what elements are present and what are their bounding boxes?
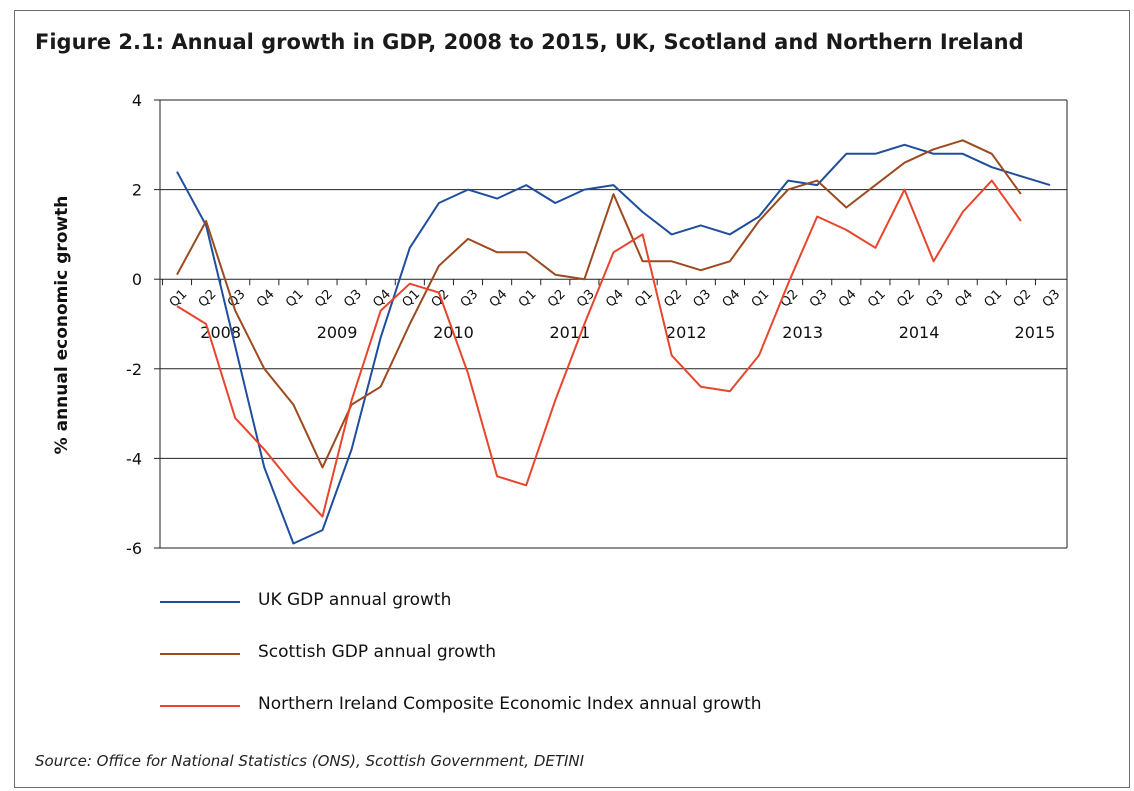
x-year-label: 2014 bbox=[899, 323, 940, 342]
x-tick-label: Q2 bbox=[196, 287, 220, 311]
figure-title: Figure 2.1: Annual growth in GDP, 2008 t… bbox=[35, 30, 1024, 54]
x-tick-label: Q1 bbox=[749, 287, 773, 311]
x-tick-label: Q2 bbox=[894, 287, 918, 311]
y-tick-label: 2 bbox=[132, 181, 142, 200]
x-tick-label: Q3 bbox=[690, 287, 714, 311]
x-tick-label: Q2 bbox=[661, 287, 685, 311]
series-line-1 bbox=[176, 139, 1022, 469]
y-tick-label: -6 bbox=[126, 539, 142, 558]
x-tick-label: Q1 bbox=[981, 287, 1005, 311]
x-tick-label: Q2 bbox=[312, 287, 336, 311]
x-year-label: 2012 bbox=[666, 323, 707, 342]
x-year-label: 2015 bbox=[1015, 323, 1056, 342]
x-tick-label: Q3 bbox=[1040, 287, 1064, 311]
y-tick-label: -4 bbox=[126, 449, 142, 468]
x-tick-label: Q3 bbox=[807, 287, 831, 311]
legend-label-ni: Northern Ireland Composite Economic Inde… bbox=[258, 694, 762, 714]
x-tick-label: Q4 bbox=[952, 287, 976, 311]
y-tick-label: 0 bbox=[132, 270, 142, 289]
series-line-0 bbox=[176, 143, 1051, 545]
x-tick-label: Q4 bbox=[603, 287, 627, 311]
x-year-label: 2013 bbox=[782, 323, 823, 342]
x-tick-label: Q3 bbox=[341, 287, 365, 311]
y-axis-label: % annual economic growth bbox=[52, 196, 72, 455]
legend-swatch-scotland bbox=[160, 653, 240, 655]
y-tick-label: -2 bbox=[126, 360, 142, 379]
x-tick-label: Q4 bbox=[254, 287, 278, 311]
x-tick-label: Q3 bbox=[923, 287, 947, 311]
x-tick-label: Q2 bbox=[545, 287, 569, 311]
x-tick-label: Q4 bbox=[487, 287, 511, 311]
x-year-label: 2009 bbox=[317, 323, 358, 342]
legend-label-scotland: Scottish GDP annual growth bbox=[258, 642, 496, 662]
series-line-2 bbox=[176, 179, 1022, 518]
legend-swatch-ni bbox=[160, 705, 240, 707]
x-tick-label: Q2 bbox=[1011, 287, 1035, 311]
legend-label-uk: UK GDP annual growth bbox=[258, 590, 452, 610]
x-tick-label: Q1 bbox=[283, 287, 307, 311]
x-tick-label: Q3 bbox=[458, 287, 482, 311]
x-tick-label: Q4 bbox=[720, 287, 744, 311]
y-tick-label: 4 bbox=[132, 91, 142, 110]
x-tick-label: Q1 bbox=[865, 287, 889, 311]
x-tick-label: Q1 bbox=[632, 287, 656, 311]
legend-swatch-uk bbox=[160, 601, 240, 603]
x-tick-label: Q1 bbox=[516, 287, 540, 311]
figure-frame bbox=[14, 10, 1130, 788]
source-note: Source: Office for National Statistics (… bbox=[35, 752, 585, 770]
x-tick-label: Q4 bbox=[836, 287, 860, 311]
